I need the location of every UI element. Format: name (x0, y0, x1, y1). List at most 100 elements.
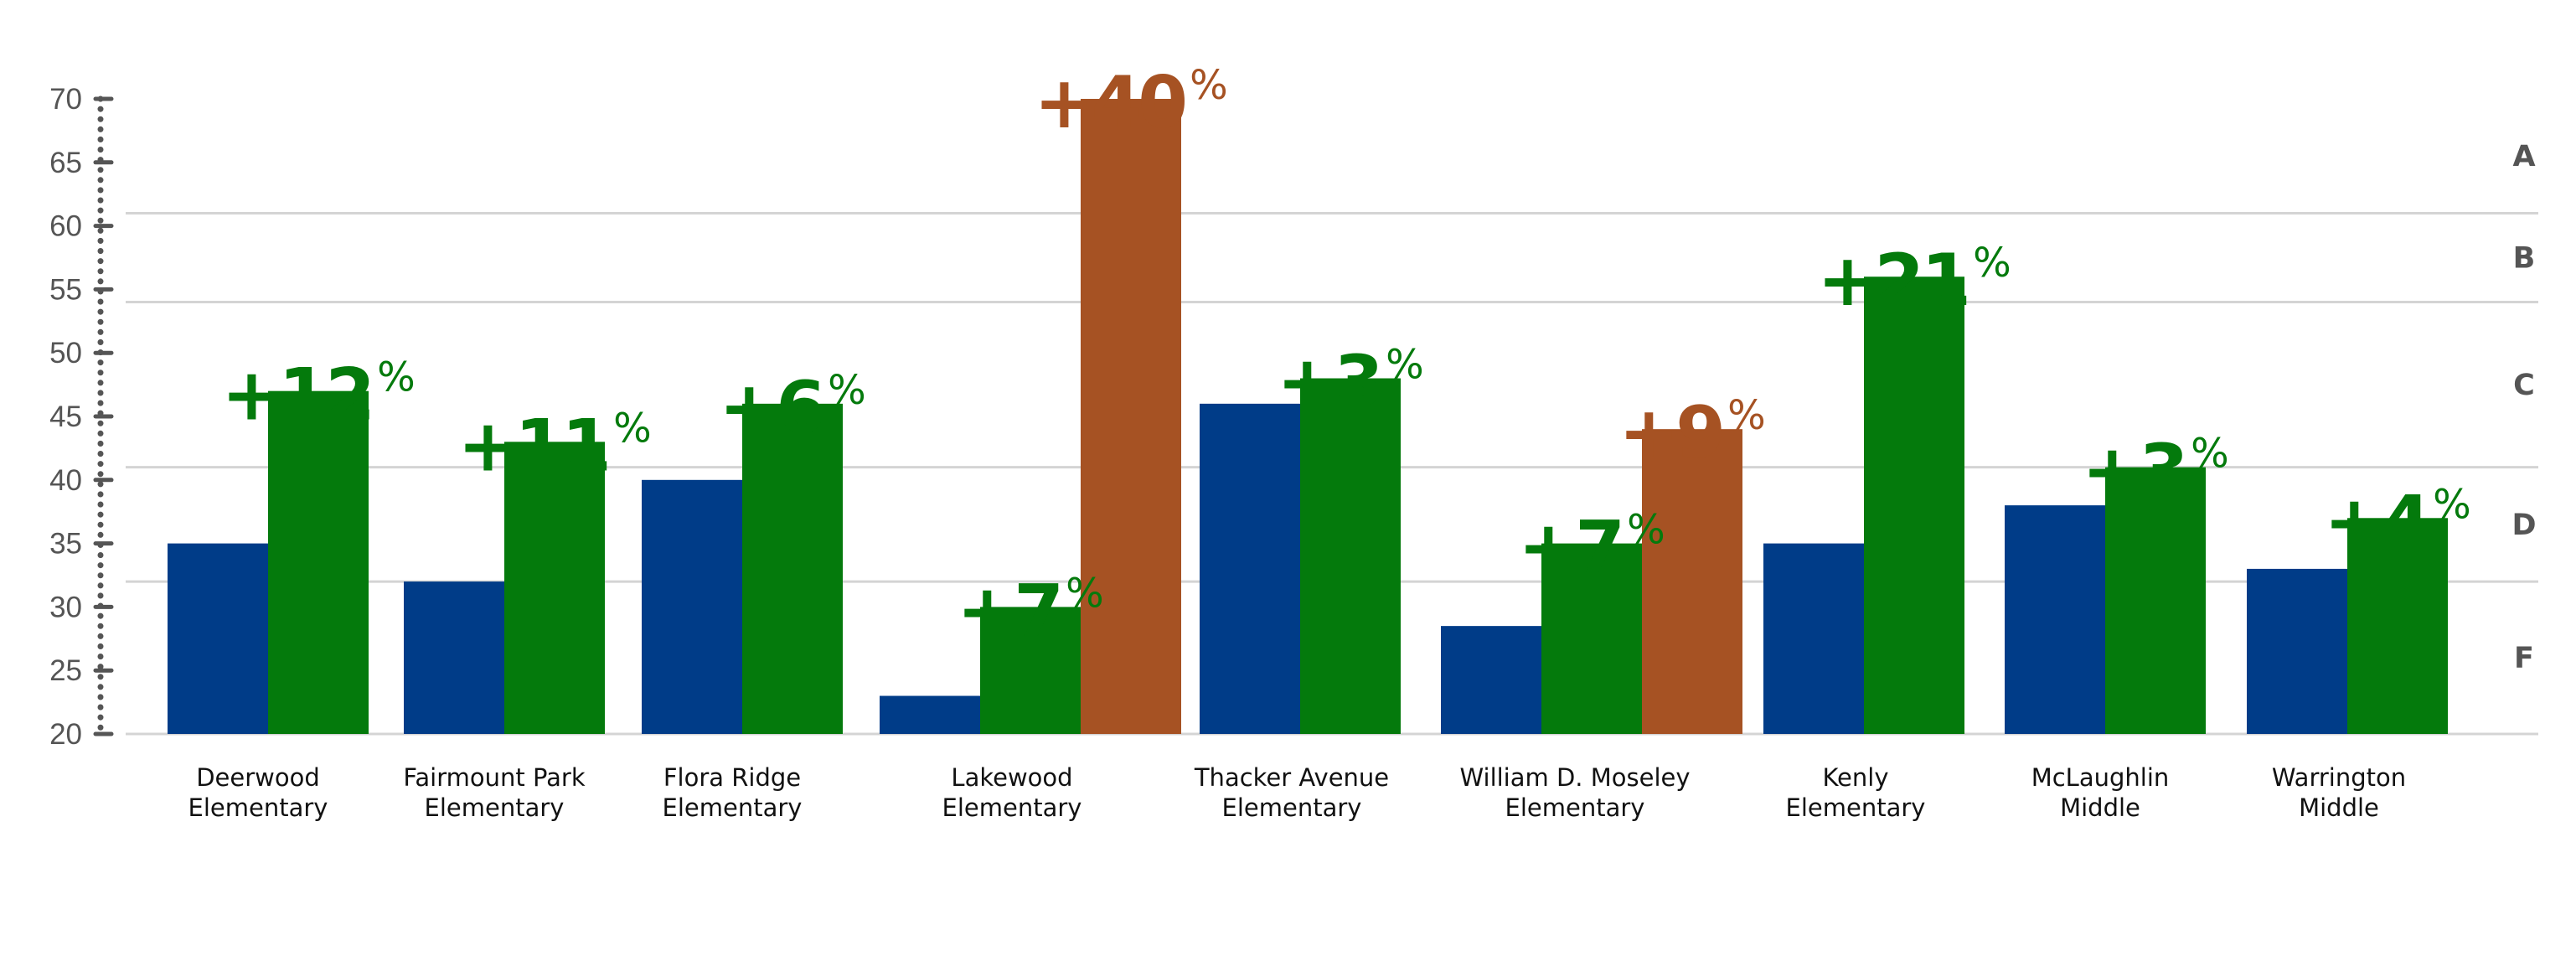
bar-improved (2347, 518, 2448, 734)
bar-improved (1300, 378, 1401, 734)
bar-baseline (880, 695, 980, 734)
y-tick-label: 60 (49, 210, 82, 243)
bar-highlight (1081, 99, 1181, 734)
category-label-line2: Elementary (425, 793, 565, 822)
bar-baseline (2005, 505, 2105, 734)
bar-baseline (168, 543, 268, 734)
y-tick-label: 55 (49, 273, 82, 306)
annotation-value: +3 (1277, 341, 1381, 425)
y-tick-label: 70 (49, 83, 82, 116)
bar-annotation: +12% (221, 354, 415, 437)
annotation-percent: % (1627, 507, 1665, 554)
bar-annotation: +7% (957, 569, 1104, 653)
bar-annotation: +40% (1034, 61, 1227, 145)
bar-improved (268, 390, 369, 734)
bar-improved (1541, 543, 1642, 734)
grade-label-b: B (2513, 242, 2536, 276)
category-label-line2: Middle (2299, 793, 2379, 822)
annotation-value: +40 (1034, 61, 1185, 145)
category-label-line1: Thacker Avenue (1194, 763, 1389, 792)
bar-annotation: +3% (1277, 341, 1424, 425)
y-axis: 70 65 60 55 50 45 40 35 30 25 20 (49, 83, 114, 751)
bar-baseline (1441, 626, 1541, 734)
annotation-value: +11 (457, 404, 608, 488)
annotation-percent: % (1386, 342, 1424, 389)
bar-annotation: +7% (1518, 506, 1665, 590)
bar-improved (2105, 467, 2206, 734)
annotation-value: +3 (2082, 430, 2186, 514)
bar-baseline (1763, 543, 1864, 734)
bar-improved (504, 442, 605, 734)
bar-annotation: +9% (1618, 391, 1766, 475)
annotation-value: +12 (221, 354, 372, 437)
bar-annotation: +4% (2324, 480, 2471, 564)
grade-label-d: D (2511, 509, 2536, 542)
bar-annotation: +3% (2082, 430, 2229, 514)
category-label: Flora Ridge Elementary (663, 763, 803, 822)
annotation-percent: % (2433, 481, 2471, 528)
grade-label-a: A (2512, 140, 2535, 173)
annotation-percent: % (1066, 570, 1104, 617)
category-label: Lakewood Elementary (942, 763, 1082, 822)
category-label-line1: Warrington (2272, 763, 2406, 792)
y-tick-label: 45 (49, 400, 82, 433)
bar-annotation: +21% (1817, 239, 2011, 323)
y-tick-label: 20 (49, 718, 82, 751)
y-tick-label: 30 (49, 591, 82, 623)
annotation-value: +7 (1518, 506, 1622, 590)
annotation-percent: % (1190, 62, 1228, 109)
category-label-line2: Elementary (663, 793, 803, 822)
bar-baseline (2247, 568, 2347, 734)
bar-baseline (404, 581, 504, 734)
bar-highlight (1642, 429, 1742, 734)
bars-layer (168, 99, 2448, 734)
category-label-line2: Elementary (942, 793, 1082, 822)
bar-baseline (642, 479, 742, 734)
category-label-line2: Elementary (1222, 793, 1362, 822)
category-label-line1: McLaughlin (2031, 763, 2170, 792)
category-label: Warrington Middle (2272, 763, 2406, 822)
category-label: Fairmount Park Elementary (403, 763, 585, 822)
y-tick-label: 40 (49, 464, 82, 497)
bar-improved (1864, 276, 1964, 734)
y-tick-label: 65 (49, 147, 82, 179)
category-label-line1: Lakewood (951, 763, 1072, 792)
category-label-line1: Kenly (1822, 763, 1888, 792)
annotation-percent: % (1973, 240, 2011, 287)
category-label-line2: Elementary (188, 793, 328, 822)
annotation-value: +21 (1817, 239, 1968, 323)
category-label: McLaughlin Middle (2031, 763, 2170, 822)
bar-annotation: +6% (719, 366, 866, 450)
bar-annotation: +11% (457, 404, 651, 488)
category-label-line2: Elementary (1786, 793, 1926, 822)
annotation-percent: % (828, 367, 866, 414)
category-label-line1: Deerwood (196, 763, 320, 792)
bar-improved (742, 403, 843, 734)
bar-improved (980, 607, 1081, 734)
category-label-line2: Middle (2060, 793, 2140, 822)
grade-label-f: F (2514, 642, 2534, 675)
category-label: Deerwood Elementary (188, 763, 328, 822)
category-label-line1: Fairmount Park (403, 763, 585, 792)
y-tick-label: 35 (49, 528, 82, 561)
grade-label-c: C (2513, 369, 2535, 402)
annotation-value: +6 (719, 366, 823, 450)
category-label: Thacker Avenue Elementary (1194, 763, 1389, 822)
annotation-value: +4 (2324, 480, 2428, 564)
category-label: William D. Moseley Elementary (1459, 763, 1690, 822)
grade-band-labels: A B C D F (2511, 140, 2536, 675)
y-tick-label: 50 (49, 337, 82, 369)
annotation-layer: +12 %+11% +6 %+7 %+40 %+3 %+7 %+9 %+21 %+3 %+4% (221, 61, 2470, 653)
annotation-percent: % (2191, 431, 2229, 478)
y-tick-label: 25 (49, 654, 82, 687)
category-label-line2: Elementary (1505, 793, 1645, 822)
category-label-line1: William D. Moseley (1459, 763, 1690, 792)
annotation-value: +9 (1618, 391, 1722, 475)
category-label: Kenly Elementary (1786, 763, 1926, 822)
annotation-value: +7 (957, 569, 1061, 653)
bar-baseline (1200, 403, 1300, 734)
category-label-line1: Flora Ridge (663, 763, 801, 792)
annotation-percent: % (377, 354, 416, 401)
